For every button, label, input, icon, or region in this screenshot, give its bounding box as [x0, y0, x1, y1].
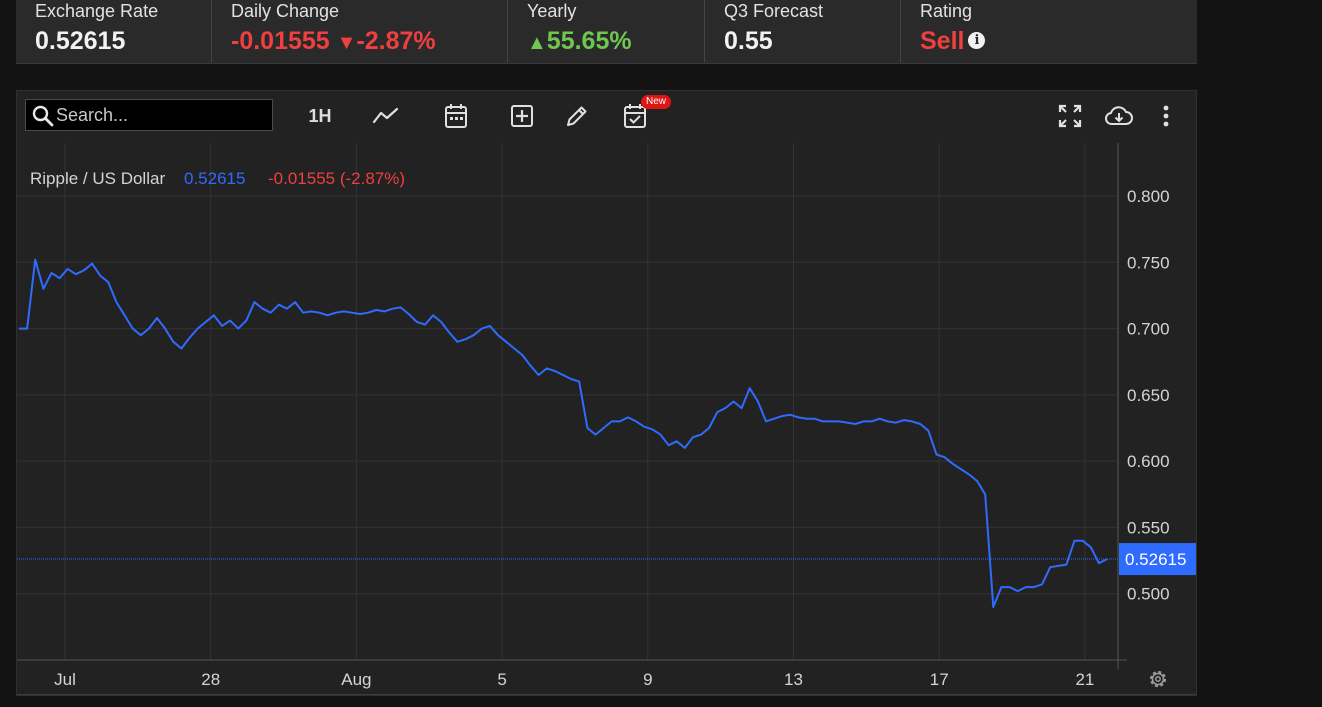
more-vertical-icon	[1163, 105, 1169, 127]
calendar-check-icon	[624, 104, 646, 128]
yearly-cell: Yearly ▲55.65%	[508, 0, 705, 62]
x-tick-label: 9	[643, 670, 652, 689]
legend-change: -0.01555 (-2.87%)	[268, 169, 405, 188]
download-button[interactable]	[1103, 101, 1135, 131]
line-chart-icon	[372, 107, 399, 124]
q3-forecast-cell: Q3 Forecast 0.55	[705, 0, 901, 62]
y-tick-label: 0.650	[1127, 386, 1170, 405]
x-tick-label: 17	[930, 670, 949, 689]
daily-change-label: Daily Change	[231, 1, 340, 21]
cloud-download-icon	[1105, 106, 1133, 125]
pencil-icon	[567, 106, 587, 126]
y-tick-label: 0.600	[1127, 452, 1170, 471]
exchange-rate-label: Exchange Rate	[35, 1, 159, 21]
q3-forecast-label: Q3 Forecast	[724, 1, 824, 21]
x-tick-label: Jul	[54, 670, 76, 689]
y-tick-label: 0.800	[1127, 187, 1170, 206]
chart-type-button[interactable]	[371, 101, 401, 131]
up-arrow-icon: ▲	[527, 32, 547, 54]
gear-icon	[1149, 670, 1167, 688]
price-chart[interactable]: 0.800 0.750 0.700 0.650 0.600 0.550 0.500 Jul 2…	[17, 91, 1196, 695]
x-tick-label: Aug	[341, 670, 371, 689]
drawing-tools-button[interactable]	[562, 101, 592, 131]
rating-label: Rating	[920, 1, 973, 21]
plus-box-icon	[511, 105, 533, 127]
price-series-line	[19, 258, 1108, 608]
fullscreen-button[interactable]	[1055, 101, 1085, 131]
y-tick-label: 0.700	[1127, 320, 1170, 339]
yearly-percent: 55.65%	[546, 27, 632, 55]
add-indicator-button[interactable]	[507, 101, 537, 131]
rating-text: Sell	[920, 27, 965, 55]
last-price-label: 0.52615	[1125, 550, 1186, 569]
y-tick-label: 0.550	[1127, 518, 1170, 537]
last-price-marker	[1119, 543, 1196, 576]
search-input[interactable]	[56, 104, 266, 126]
chart-toolbar: 1H New	[17, 91, 1196, 143]
info-icon[interactable]: i	[968, 31, 986, 49]
date-range-button[interactable]	[441, 101, 471, 131]
q3-forecast-value: 0.55	[724, 27, 773, 55]
x-tick-label: 21	[1075, 670, 1094, 689]
legend-symbol: Ripple / US Dollar	[30, 169, 165, 188]
yearly-value: ▲55.65%	[527, 27, 632, 56]
quote-summary-bar: Exchange Rate 0.52615 Daily Change -0.01…	[16, 0, 1197, 64]
calendar-icon	[445, 104, 467, 128]
daily-change-amount: -0.01555	[231, 27, 330, 55]
daily-change-value: -0.01555 ▼-2.87%	[231, 27, 436, 56]
daily-change-percent: -2.87%	[356, 27, 436, 55]
x-tick-label: 28	[201, 670, 220, 689]
legend-price: 0.52615	[184, 169, 245, 188]
symbol-search-box[interactable]	[25, 99, 273, 131]
exchange-rate-value: 0.52615	[35, 27, 126, 55]
new-badge: New	[641, 95, 672, 109]
exchange-rate-cell: Exchange Rate 0.52615	[16, 0, 212, 62]
x-tick-label: 5	[497, 670, 506, 689]
rating-value: Sell i	[920, 27, 986, 56]
rating-cell: Rating Sell i	[901, 0, 1197, 62]
yearly-label: Yearly	[527, 1, 577, 21]
y-tick-label: 0.750	[1127, 253, 1170, 272]
y-tick-label: 0.500	[1127, 585, 1170, 604]
search-icon	[32, 105, 54, 127]
down-arrow-icon: ▼	[336, 32, 357, 54]
chart-settings-button[interactable]	[1149, 670, 1167, 688]
daily-change-cell: Daily Change -0.01555 ▼-2.87%	[212, 0, 508, 62]
more-options-button[interactable]	[1151, 101, 1181, 131]
events-button[interactable]	[620, 101, 650, 131]
fullscreen-icon	[1058, 104, 1082, 128]
x-tick-label: 13	[784, 670, 803, 689]
chart-panel: 1H New 0.800 0.750 0.700 0.650 0.600 0.550 0.5…	[16, 90, 1197, 696]
interval-button[interactable]: 1H	[308, 105, 332, 126]
